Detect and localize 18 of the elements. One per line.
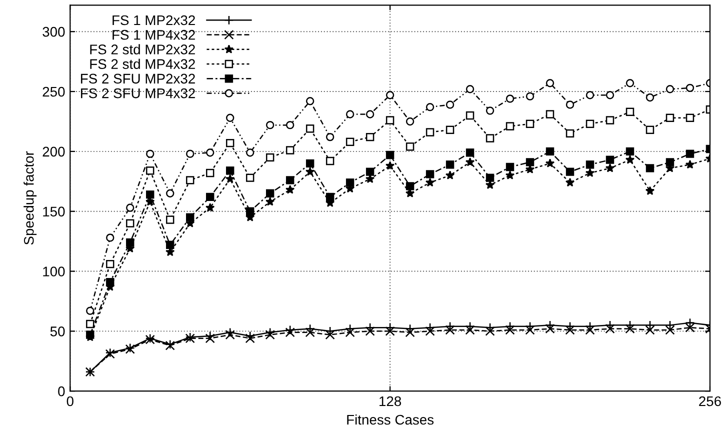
x-tick-label: 0 — [66, 396, 74, 406]
x-tick-label: 128 — [380, 396, 402, 406]
y-tick-label: 300 — [42, 26, 65, 37]
x-axis-title: Fitness Cases — [347, 414, 434, 425]
legend-label: FS 2 std MP2x32 — [90, 44, 195, 54]
y-axis-title: Speedup factor — [24, 151, 37, 245]
legend-label: FS 1 MP2x32 — [112, 15, 195, 26]
y-tick-label: 50 — [50, 326, 65, 336]
legend-label: FS 2 SFU MP4x32 — [80, 88, 195, 98]
x-tick-label: 256 — [699, 396, 721, 406]
y-tick-label: 0 — [58, 386, 65, 396]
y-tick-label: 150 — [43, 206, 65, 217]
legend-label: FS 2 std MP4x32 — [90, 58, 195, 69]
y-tick-label: 200 — [42, 146, 65, 157]
y-tick-label: 100 — [43, 266, 65, 276]
legend-label: FS 2 SFU MP2x32 — [80, 74, 195, 84]
legend-label: FS 1 MP4x32 — [112, 30, 195, 40]
y-tick-label: 250 — [42, 86, 65, 97]
